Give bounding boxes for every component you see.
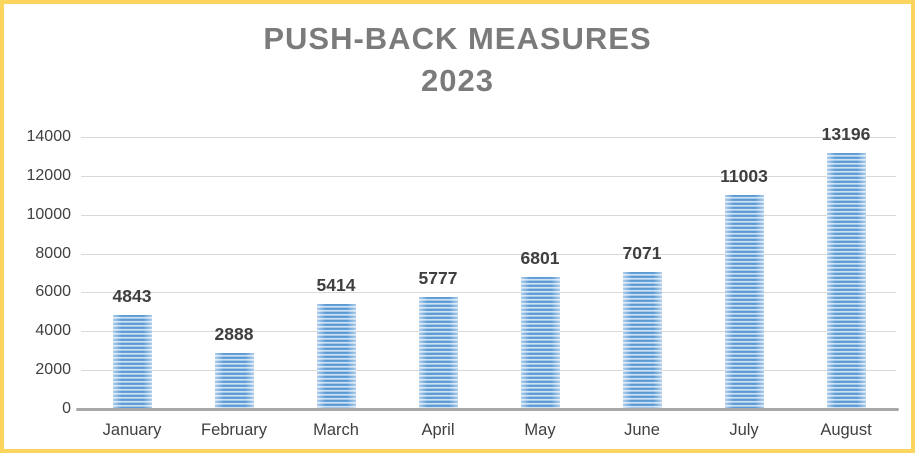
gridline xyxy=(81,331,896,333)
bar-value-label: 2888 xyxy=(214,323,254,344)
bar-value-label: 6801 xyxy=(520,247,560,268)
gridline xyxy=(81,370,896,372)
chart-title-line2: 2023 xyxy=(421,63,494,98)
bar-value-label: 4843 xyxy=(112,285,152,306)
y-axis-tick-label: 14000 xyxy=(26,128,72,145)
gridline xyxy=(81,292,896,294)
chart-title: PUSH-BACK MEASURES 2023 xyxy=(4,18,911,102)
bar xyxy=(316,303,356,409)
y-axis-tick-label: 8000 xyxy=(35,244,71,262)
bar xyxy=(418,296,458,409)
bar-value-label: 5777 xyxy=(418,267,458,288)
gridline xyxy=(81,175,896,177)
bar-value-label: 11003 xyxy=(720,166,768,187)
bar xyxy=(826,152,866,409)
x-axis-category-label: June xyxy=(624,421,660,439)
x-axis-category-label: May xyxy=(524,421,556,439)
bar xyxy=(724,195,764,409)
x-axis-category-label: August xyxy=(820,421,872,439)
bar-value-label: 5414 xyxy=(316,274,356,295)
bar xyxy=(520,276,560,409)
gridline xyxy=(81,137,896,138)
x-axis-category-label: January xyxy=(102,421,162,439)
chart-title-line1: PUSH-BACK MEASURES xyxy=(263,21,652,56)
bar xyxy=(112,314,152,409)
gridline xyxy=(81,253,896,255)
x-axis-category-label: March xyxy=(313,421,359,439)
y-axis-tick-label: 10000 xyxy=(26,205,72,223)
bar xyxy=(214,352,254,409)
x-axis-category-label: July xyxy=(729,421,759,439)
y-axis-tick-label: 12000 xyxy=(26,166,72,184)
x-axis-line xyxy=(76,408,899,411)
bar-value-label: 13196 xyxy=(821,123,871,144)
y-axis-tick-label: 6000 xyxy=(35,283,71,301)
y-axis-tick-label: 2000 xyxy=(35,361,71,379)
bar-value-label: 7071 xyxy=(622,242,662,263)
bar xyxy=(622,271,662,409)
x-axis-category-label: February xyxy=(200,421,268,439)
y-axis-tick-label: 0 xyxy=(62,400,71,417)
gridline xyxy=(81,214,896,216)
x-axis-category-label: April xyxy=(421,421,455,439)
y-axis-tick-label: 4000 xyxy=(35,322,71,340)
